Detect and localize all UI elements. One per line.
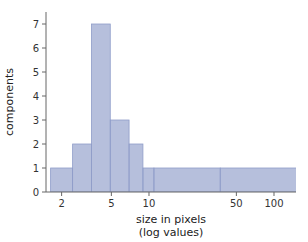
bar [143,168,154,192]
x-tick [111,192,112,196]
y-tick [42,120,46,121]
x-tick-label: 10 [143,198,156,209]
y-tick [42,168,46,169]
bar [129,144,143,192]
x-tick [148,192,149,196]
y-tick-label: 2 [33,139,39,150]
x-tick-label: 2 [58,198,64,209]
y-tick [42,24,46,25]
bar [220,168,296,192]
y-tick-label: 3 [33,115,39,126]
x-tick [236,192,237,196]
y-axis: 0 1 2 3 4 5 6 7 [33,19,46,198]
x-axis: 2 5 10 50 100 [58,192,283,209]
y-tick [42,48,46,49]
y-axis-line [46,12,47,192]
y-tick [42,72,46,73]
y-tick-label: 7 [33,19,39,30]
bar [154,168,220,192]
x-tick-label: 50 [230,198,243,209]
chart: 0 1 2 3 4 5 6 7 2 5 10 50 100 size in pixels(log valu… [0,0,308,242]
y-tick [42,192,46,193]
x-axis-label-line: (log values) [139,226,204,239]
y-tick-label: 4 [33,91,39,102]
y-tick-label: 5 [33,67,39,78]
x-axis-label-line: size in pixels [136,213,206,226]
bars [51,24,296,192]
y-axis-label: components [3,68,16,136]
x-tick-label: 5 [108,198,114,209]
x-tick-label: 100 [264,198,283,209]
x-axis-label: size in pixels(log values) [136,213,206,239]
y-tick-label: 6 [33,43,39,54]
y-tick-label: 1 [33,163,39,174]
bar [51,168,73,192]
y-tick [42,144,46,145]
x-tick [273,192,274,196]
y-tick [42,96,46,97]
x-axis-line [46,192,296,193]
bar [91,24,110,192]
bar [73,144,92,192]
x-tick [61,192,62,196]
y-tick-label: 0 [33,187,39,198]
bar [110,120,129,192]
